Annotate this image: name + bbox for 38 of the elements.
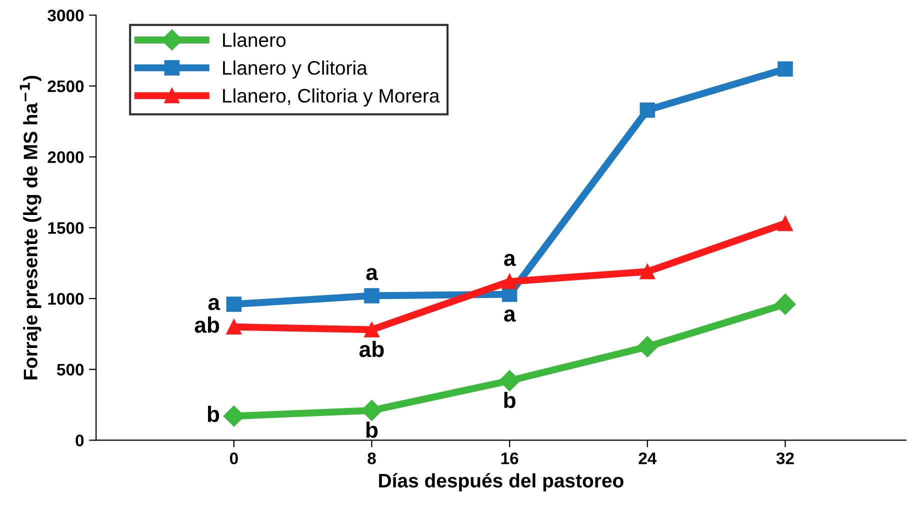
- x-tick-label: 16: [501, 452, 518, 464]
- y-tick-label: 2500: [48, 80, 84, 92]
- point: [364, 322, 380, 338]
- y-tick-label: 500: [56, 364, 84, 376]
- y-axis-title: Forraje presente (kg de MS ha$^{−1}$): [20, 76, 42, 380]
- point: [640, 102, 656, 118]
- x-tick-label: 24: [638, 452, 657, 464]
- y-tick-label: 0: [76, 434, 84, 446]
- point: [502, 274, 518, 290]
- y-tick-label: 2000: [48, 151, 84, 164]
- x-axis-title: Días después del pastoreo: [379, 473, 624, 492]
- annotation: b: [366, 422, 378, 438]
- point: [499, 370, 520, 392]
- y-tick-label: 1500: [48, 222, 84, 234]
- point: [364, 288, 380, 304]
- legend-label: Llanero y Clitoria: [223, 60, 368, 79]
- annotation: a: [504, 254, 516, 266]
- point: [226, 296, 242, 312]
- point: [226, 319, 242, 335]
- point: [636, 336, 658, 358]
- x-tick-label: 32: [776, 452, 794, 464]
- annotation: ab: [194, 316, 220, 333]
- x-tick-label: 0: [230, 452, 238, 464]
- legend-label: Llanero: [223, 32, 286, 47]
- annotation: b: [208, 406, 220, 422]
- annotation: b: [504, 392, 516, 408]
- annotation: a: [504, 310, 516, 322]
- point: [778, 216, 793, 232]
- y-tick-label: 1000: [48, 292, 84, 305]
- annotation: ab: [359, 340, 384, 358]
- annotation: a: [208, 298, 220, 310]
- point: [774, 294, 796, 315]
- annotation: a: [366, 268, 378, 280]
- y-tick-label: 3000: [48, 10, 84, 22]
- legend-label: Llanero, Clitoria y Morera: [223, 88, 440, 106]
- point: [778, 61, 793, 77]
- x-tick-label: 8: [368, 452, 376, 464]
- point: [640, 264, 656, 280]
